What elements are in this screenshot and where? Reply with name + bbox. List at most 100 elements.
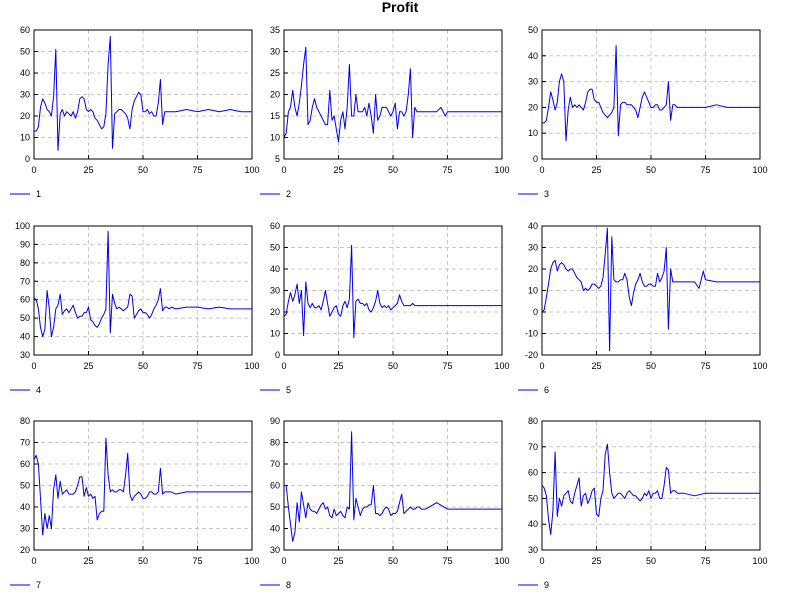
legend-label: 3 — [544, 189, 549, 199]
x-tick-label: 25 — [333, 361, 343, 371]
chart-panel-1: 0 25 50 75 100 0 10 20 30 40 50 60 1 — [10, 25, 260, 199]
legend-label: 7 — [36, 580, 41, 590]
x-tick-label: 25 — [591, 556, 601, 566]
y-tick-label: 50 — [20, 481, 30, 491]
y-tick-label: 0 — [533, 307, 538, 317]
legend-label: 8 — [286, 580, 291, 590]
y-tick-label: 30 — [270, 286, 280, 296]
y-tick-label: 60 — [270, 221, 280, 231]
chart-panel-2: 0 25 50 75 100 5 10 15 20 25 30 35 2 — [260, 25, 510, 199]
y-tick-label: 80 — [270, 438, 280, 448]
series-line-5 — [283, 244, 502, 339]
y-tick-label: 100 — [15, 221, 30, 231]
chart-panel-4: 0 25 50 75 100 30 40 50 60 70 80 90 100 4 — [10, 221, 260, 395]
x-tick-label: 25 — [591, 165, 601, 175]
y-tick-label: 20 — [528, 264, 538, 274]
y-tick-label: 10 — [528, 128, 538, 138]
chart-panel-8: 0 25 50 75 100 30 40 50 60 70 80 90 8 — [260, 416, 510, 590]
legend-label: 2 — [286, 189, 291, 199]
y-tick-label: 0 — [25, 154, 30, 164]
y-tick-label: 40 — [270, 524, 280, 534]
x-tick-label: 0 — [31, 556, 36, 566]
y-tick-label: 40 — [20, 68, 30, 78]
x-tick-label: 0 — [539, 556, 544, 566]
y-tick-label: 40 — [20, 332, 30, 342]
legend-label: 6 — [544, 385, 549, 395]
y-tick-label: 30 — [270, 545, 280, 555]
y-tick-label: 20 — [528, 102, 538, 112]
y-tick-label: 70 — [20, 276, 30, 286]
y-tick-label: 80 — [20, 416, 30, 426]
y-tick-label: 15 — [270, 111, 280, 121]
y-tick-label: 50 — [20, 313, 30, 323]
y-tick-label: 90 — [270, 416, 280, 426]
legend-label: 9 — [544, 580, 549, 590]
y-tick-label: 60 — [20, 25, 30, 35]
y-tick-label: 30 — [20, 350, 30, 360]
x-tick-label: 0 — [539, 361, 544, 371]
y-tick-label: -20 — [525, 350, 538, 360]
x-tick-label: 75 — [700, 361, 710, 371]
y-tick-label: 20 — [20, 111, 30, 121]
y-tick-label: 50 — [270, 502, 280, 512]
y-tick-label: 20 — [20, 545, 30, 555]
x-tick-label: 25 — [83, 165, 93, 175]
legend-label: 4 — [36, 385, 41, 395]
y-tick-label: 30 — [20, 90, 30, 100]
y-tick-label: 10 — [270, 329, 280, 339]
x-tick-label: 100 — [752, 556, 767, 566]
y-tick-label: 40 — [528, 519, 538, 529]
chart-panel-6: 0 25 50 75 100 -20 -10 0 10 20 30 40 6 — [518, 221, 768, 395]
x-tick-label: 75 — [442, 556, 452, 566]
y-tick-label: 50 — [528, 25, 538, 35]
x-tick-label: 0 — [281, 361, 286, 371]
y-tick-label: 50 — [528, 493, 538, 503]
x-tick-label: 75 — [700, 165, 710, 175]
x-tick-label: 75 — [192, 165, 202, 175]
y-tick-label: 30 — [528, 77, 538, 87]
x-tick-label: 50 — [138, 361, 148, 371]
y-tick-label: 20 — [270, 90, 280, 100]
chart-panel-7: 0 25 50 75 100 20 30 40 50 60 70 80 7 — [10, 416, 260, 590]
y-tick-label: 0 — [533, 154, 538, 164]
x-tick-label: 0 — [31, 165, 36, 175]
chart-panel-5: 0 25 50 75 100 0 10 20 30 40 50 60 5 — [260, 221, 510, 395]
x-tick-label: 100 — [244, 556, 259, 566]
y-tick-label: 60 — [20, 295, 30, 305]
x-tick-label: 50 — [138, 556, 148, 566]
y-tick-label: 30 — [528, 243, 538, 253]
x-tick-label: 25 — [333, 165, 343, 175]
y-tick-label: 70 — [270, 459, 280, 469]
x-tick-label: 25 — [591, 361, 601, 371]
y-tick-label: 5 — [275, 154, 280, 164]
y-tick-label: 30 — [270, 47, 280, 57]
y-tick-label: 50 — [20, 47, 30, 57]
y-tick-label: 10 — [528, 286, 538, 296]
x-tick-label: 25 — [83, 556, 93, 566]
x-tick-label: 100 — [752, 361, 767, 371]
series-line-7 — [33, 437, 252, 536]
x-tick-label: 100 — [244, 361, 259, 371]
x-tick-label: 50 — [388, 165, 398, 175]
x-tick-label: 100 — [494, 556, 509, 566]
y-tick-label: 60 — [270, 481, 280, 491]
chart-panel-3: 0 25 50 75 100 0 10 20 30 40 50 3 — [518, 25, 768, 199]
x-tick-label: 100 — [752, 165, 767, 175]
x-tick-label: 0 — [539, 165, 544, 175]
legend-label: 1 — [36, 189, 41, 199]
y-tick-label: 40 — [20, 502, 30, 512]
y-tick-label: 70 — [528, 442, 538, 452]
y-tick-label: 30 — [20, 524, 30, 534]
x-tick-label: 50 — [138, 165, 148, 175]
chart-panel-9: 0 25 50 75 100 30 40 50 60 70 80 9 — [518, 416, 768, 590]
series-line-9 — [541, 443, 760, 535]
series-line-4 — [33, 231, 252, 338]
y-tick-label: 10 — [270, 133, 280, 143]
y-tick-label: 60 — [20, 459, 30, 469]
x-tick-label: 75 — [442, 361, 452, 371]
y-tick-label: 40 — [270, 264, 280, 274]
y-tick-label: 20 — [270, 307, 280, 317]
x-tick-label: 75 — [192, 361, 202, 371]
y-tick-label: 50 — [270, 243, 280, 253]
